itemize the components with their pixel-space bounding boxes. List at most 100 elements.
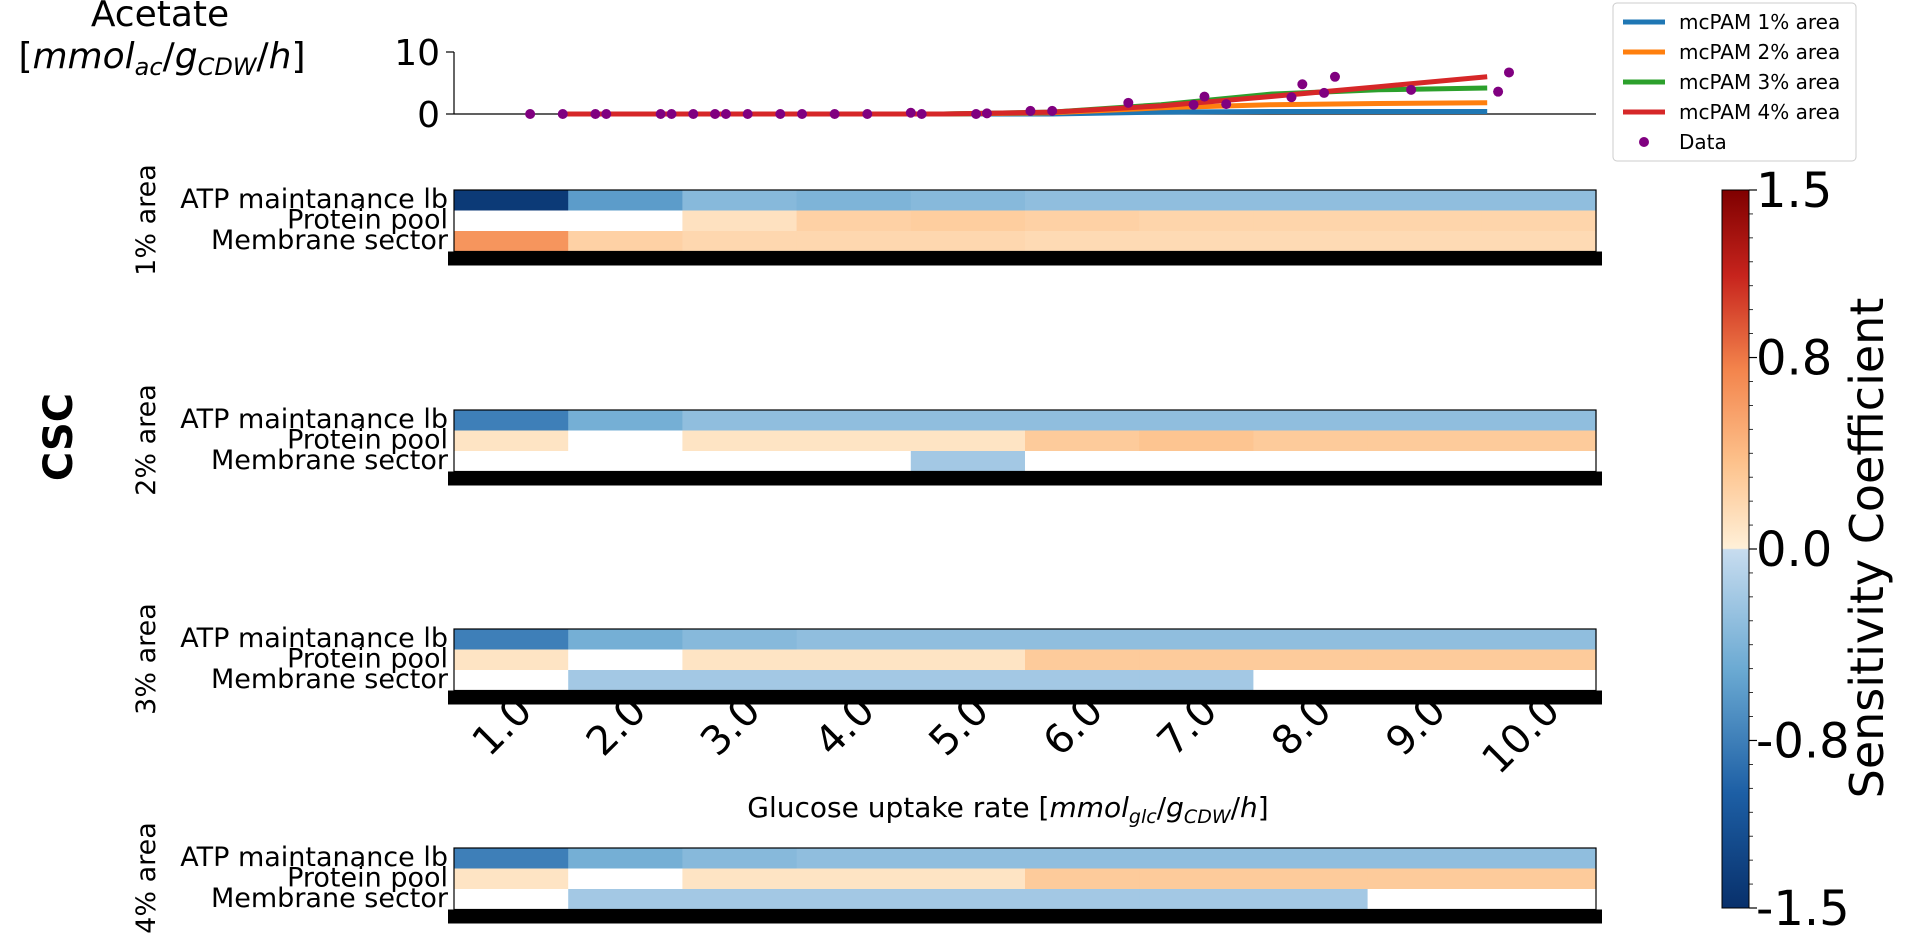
legend-swatch [1639,137,1649,147]
acetate-y-tick-label: 0 [417,95,440,136]
legend-frame [1612,2,1857,162]
heatmap-cell [910,231,1026,252]
data-point [1319,87,1330,98]
heatmap-cell [1481,889,1597,910]
heatmap-cell [568,629,683,650]
heatmap-row-label: Protein pool [287,644,448,675]
heatmap-cell [1139,451,1254,472]
colorbar-tick-label: 0.8 [1756,331,1832,387]
heatmap-cell [796,430,912,452]
heatmap-cell [1481,649,1597,671]
data-point [775,109,786,119]
heatmap-cell [454,629,569,650]
heatmap-cell [1481,430,1597,452]
heatmap-cell [682,210,798,232]
heatmap-cell [1139,670,1254,691]
heatmap-cell [568,451,683,472]
heatmap-cell [682,670,798,691]
legend-entry: mcPAM 3% area [1679,70,1840,94]
heatmap-cell [796,848,912,869]
heatmap-cell [910,629,1026,650]
heatmap-cell [796,231,912,252]
heatmap-cell [1139,848,1254,869]
data-point [1199,91,1210,102]
data-point [1025,105,1036,116]
heatmap-cell [796,210,912,232]
heatmap-panel-label: 1% area [131,164,162,276]
heatmap-cell [682,629,798,650]
heatmap-cell [454,430,569,452]
legend-entry: mcPAM 2% area [1679,40,1840,64]
heatmap-cell [1367,410,1483,431]
heatmap-cell [568,868,683,890]
heatmap-cell [682,649,798,671]
heatmap-cell [454,670,569,691]
heatmap-cell [454,889,569,910]
heatmap-cell [1025,430,1140,452]
heatmap-cell [910,430,1026,452]
heatmap-cell [454,649,569,671]
heatmap-cell [1367,889,1483,910]
data-point [1493,86,1504,97]
legend-items: mcPAM 1% area mcPAM 2% area mcPAM 3% area m… [1623,10,1840,154]
heatmap-cell [1139,231,1254,252]
data-point [720,109,731,119]
data-point [1406,84,1417,95]
heatmap-row-label: ATP maintanance lb [180,842,448,873]
heatmap-cell [910,210,1026,232]
heatmap-cell [796,649,912,671]
heatmap-cell [568,210,683,232]
data-point [525,109,536,119]
heatmap-cell [1139,410,1254,431]
data-point [1221,99,1232,110]
heatmap-cell [454,190,569,211]
legend-entry: Data [1679,130,1727,154]
heatmap-cell [1481,451,1597,472]
heatmap-cell [910,190,1026,211]
heatmap-cell [1253,430,1369,452]
heatmap-cell [910,670,1026,691]
heatmap-cell [454,451,569,472]
acetate-y-tick-label: 10 [394,33,440,74]
heatmap-cell [1367,190,1483,211]
data-point [862,109,873,119]
colorbar: 1.5 0.8 0.0 -0.8 -1.5 Sensitivity Coefficien… [1721,163,1894,937]
legend-entry: mcPAM 4% area [1679,100,1840,124]
heatmap-cell [796,670,912,691]
heatmap-cell [682,231,798,252]
heatmap-cell [1481,848,1597,869]
heatmap-cell [1025,629,1140,650]
heatmap-cell [1025,410,1140,431]
heatmap-cell [1481,231,1597,252]
heatmap-cell [1025,451,1140,472]
colorbar-ticks: 1.5 0.8 0.0 -0.8 -1.5 [1749,163,1850,937]
data-point [1286,92,1297,103]
heatmap-cell [1253,889,1369,910]
heatmap-cell [1139,430,1254,452]
heatmap-cell [1367,231,1483,252]
heatmap-cell [1367,868,1483,890]
data-point [981,108,992,119]
heatmap-cell [454,410,569,431]
heatmap-row-label: Membrane sector [211,445,449,476]
heatmap-row-label: Membrane sector [211,883,449,914]
colorbar-label: Sensitivity Coefficient [1840,298,1894,799]
heatmap-cell [1025,649,1140,671]
heatmap-cell [910,848,1026,869]
heatmap-cell [568,190,683,211]
heatmap-cell [1139,190,1254,211]
heatmap-row-label: ATP maintanance lb [180,184,448,215]
heatmap-bottom-bar [448,251,1602,266]
heatmap-cell [1025,210,1140,232]
colorbar-tick-label: -0.8 [1756,713,1850,769]
data-point [1329,71,1340,82]
heatmap-cell [1025,231,1140,252]
data-point [1188,99,1199,110]
heatmap-cell [568,670,683,691]
heatmap-cell [454,231,569,252]
heatmap-cell [1367,848,1483,869]
series-line-4 [562,74,1488,117]
heatmap-cell [1253,410,1369,431]
